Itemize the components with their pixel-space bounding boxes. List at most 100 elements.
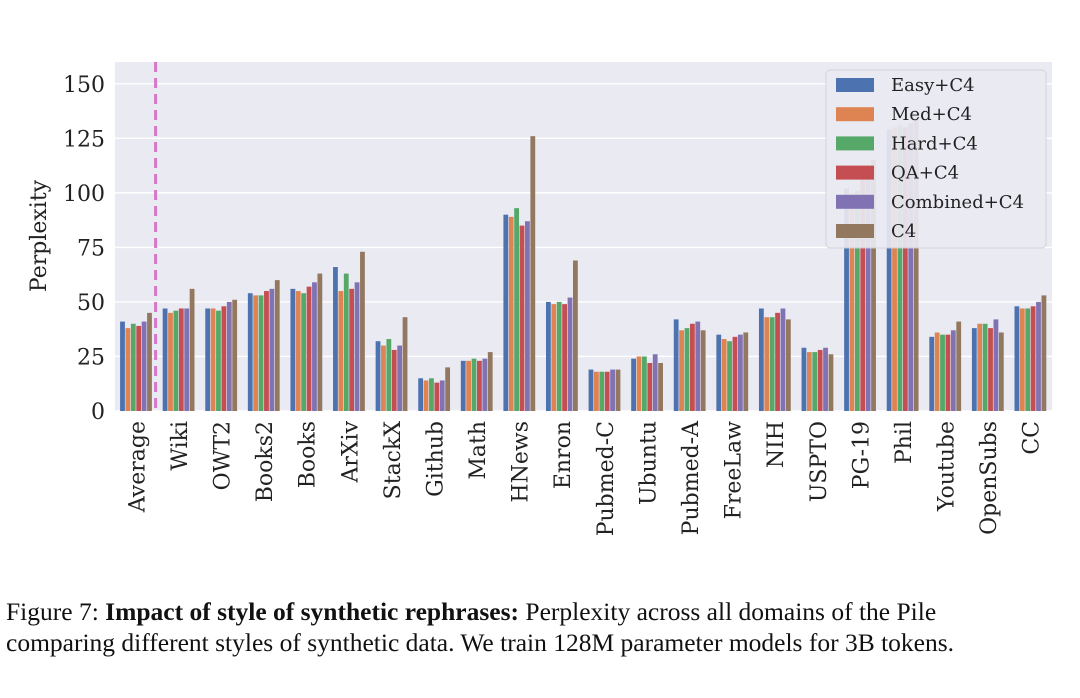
y-tick-label: 50 bbox=[77, 291, 105, 316]
bar-average-hard-c4 bbox=[130, 323, 136, 411]
bar-phil-hard-c4 bbox=[897, 125, 903, 411]
bar-books-hard-c4 bbox=[301, 293, 307, 411]
bar-pubmed-a-combined-c4 bbox=[695, 321, 701, 411]
bar-nih-med-c4 bbox=[764, 317, 770, 411]
legend-swatch bbox=[836, 165, 874, 180]
bar-uspto-easy-c4 bbox=[801, 347, 807, 411]
bar-cc-qa-c4 bbox=[1030, 306, 1036, 411]
x-tick-label: Books2 bbox=[253, 421, 278, 502]
bar-github-qa-c4 bbox=[434, 382, 440, 411]
bar-opensubs-c4 bbox=[998, 332, 1004, 411]
bar-pg-19-hard-c4 bbox=[854, 190, 860, 411]
legend-label: QA+C4 bbox=[891, 163, 959, 184]
bar-pg-19-combined-c4 bbox=[865, 168, 871, 411]
bar-uspto-combined-c4 bbox=[823, 347, 828, 411]
bar-hnews-c4 bbox=[530, 136, 536, 411]
x-tick-label: Youtube bbox=[935, 421, 960, 512]
bar-owt2-qa-c4 bbox=[221, 306, 227, 411]
bar-average-qa-c4 bbox=[136, 325, 142, 411]
bar-phil-qa-c4 bbox=[902, 127, 908, 411]
bar-cc-easy-c4 bbox=[1014, 306, 1020, 411]
x-tick-labels: Average Wiki OWT2 Books2 Books ArXiv StackX Git… bbox=[125, 420, 1044, 536]
x-tick-label: HNews bbox=[509, 421, 534, 503]
bar-stackx-qa-c4 bbox=[391, 349, 397, 411]
bar-pubmed-a-hard-c4 bbox=[684, 328, 690, 411]
bar-wiki-qa-c4 bbox=[178, 308, 184, 411]
bar-opensubs-hard-c4 bbox=[982, 323, 988, 411]
y-tick-label: 150 bbox=[63, 73, 105, 98]
bar-math-c4 bbox=[487, 352, 493, 411]
bar-books2-easy-c4 bbox=[247, 293, 253, 411]
x-tick-label: PG-19 bbox=[849, 421, 874, 489]
bar-youtube-med-c4 bbox=[934, 332, 940, 411]
bar-opensubs-med-c4 bbox=[977, 323, 983, 411]
bar-owt2-med-c4 bbox=[210, 308, 216, 411]
bar-hnews-easy-c4 bbox=[503, 214, 509, 411]
y-axis-label: Perplexity bbox=[27, 179, 52, 292]
bar-wiki-hard-c4 bbox=[173, 310, 179, 411]
legend-label: Hard+C4 bbox=[891, 133, 978, 154]
bar-youtube-qa-c4 bbox=[945, 334, 951, 411]
bar-freelaw-c4 bbox=[743, 332, 749, 411]
bar-stackx-combined-c4 bbox=[397, 345, 403, 411]
legend-swatch bbox=[836, 136, 874, 151]
bar-pubmed-c-hard-c4 bbox=[599, 371, 605, 411]
caption-text-1: Perplexity across all domains of the Pil… bbox=[525, 597, 937, 626]
bars-group bbox=[120, 118, 1047, 412]
bar-cc-med-c4 bbox=[1019, 308, 1025, 411]
x-tick-label: Books bbox=[296, 421, 321, 488]
bar-ubuntu-med-c4 bbox=[636, 356, 642, 411]
caption-line-2: comparing different styles of synthetic … bbox=[6, 628, 955, 657]
bar-opensubs-qa-c4 bbox=[988, 328, 993, 411]
y-tick-label: 75 bbox=[77, 236, 105, 261]
bar-phil-c4 bbox=[913, 118, 919, 412]
bar-stackx-c4 bbox=[402, 317, 408, 411]
bar-uspto-c4 bbox=[828, 354, 834, 411]
bar-pubmed-c-c4 bbox=[615, 369, 621, 411]
bar-hnews-qa-c4 bbox=[519, 225, 525, 411]
bar-wiki-easy-c4 bbox=[162, 308, 168, 411]
bar-ubuntu-qa-c4 bbox=[647, 363, 653, 411]
bar-pubmed-a-easy-c4 bbox=[673, 319, 679, 411]
bar-books2-c4 bbox=[274, 280, 280, 411]
figure-caption: Figure 7: Impact of style of synthetic r… bbox=[6, 596, 1078, 658]
bar-books2-combined-c4 bbox=[269, 288, 275, 411]
bar-enron-easy-c4 bbox=[546, 301, 551, 411]
x-tick-label: NIH bbox=[764, 421, 789, 468]
legend-label: Med+C4 bbox=[891, 104, 972, 125]
bar-youtube-c4 bbox=[956, 321, 962, 411]
bar-opensubs-easy-c4 bbox=[971, 328, 977, 411]
bar-pubmed-a-c4 bbox=[700, 330, 706, 411]
bar-stackx-easy-c4 bbox=[375, 341, 381, 411]
bar-uspto-med-c4 bbox=[806, 352, 812, 411]
legend-label: C4 bbox=[891, 221, 916, 242]
bar-nih-easy-c4 bbox=[758, 308, 764, 411]
legend-label: Combined+C4 bbox=[891, 192, 1024, 213]
bar-phil-combined-c4 bbox=[908, 123, 914, 411]
bar-average-easy-c4 bbox=[120, 321, 125, 411]
caption-title: Impact of style of synthetic rephrases: bbox=[105, 597, 520, 626]
legend: Easy+C4 Med+C4 Hard+C4 QA+C4 Combined+C4 C4 bbox=[825, 69, 1047, 249]
bar-books2-med-c4 bbox=[253, 295, 259, 411]
bar-books-easy-c4 bbox=[290, 288, 296, 411]
bar-books2-qa-c4 bbox=[264, 291, 269, 411]
bar-nih-combined-c4 bbox=[780, 308, 786, 411]
bar-freelaw-easy-c4 bbox=[716, 334, 722, 411]
bar-cc-hard-c4 bbox=[1025, 308, 1031, 411]
caption-line-1: Figure 7: Impact of style of synthetic r… bbox=[6, 596, 1078, 627]
legend-box bbox=[825, 69, 1047, 249]
bar-cc-c4 bbox=[1041, 295, 1047, 411]
x-tick-label: FreeLaw bbox=[722, 421, 747, 520]
bar-ubuntu-combined-c4 bbox=[652, 354, 658, 411]
figure-label: Figure 7: bbox=[6, 597, 99, 626]
bar-github-hard-c4 bbox=[429, 378, 434, 411]
bar-opensubs-combined-c4 bbox=[993, 319, 999, 411]
bar-math-easy-c4 bbox=[460, 360, 466, 411]
bar-arxiv-hard-c4 bbox=[343, 273, 349, 411]
bar-owt2-hard-c4 bbox=[216, 310, 221, 411]
y-tick-label: 25 bbox=[77, 345, 105, 370]
legend-swatch bbox=[836, 107, 874, 122]
y-tick-label: 125 bbox=[63, 127, 105, 152]
bar-arxiv-easy-c4 bbox=[333, 267, 338, 411]
bar-pubmed-c-easy-c4 bbox=[588, 369, 594, 411]
